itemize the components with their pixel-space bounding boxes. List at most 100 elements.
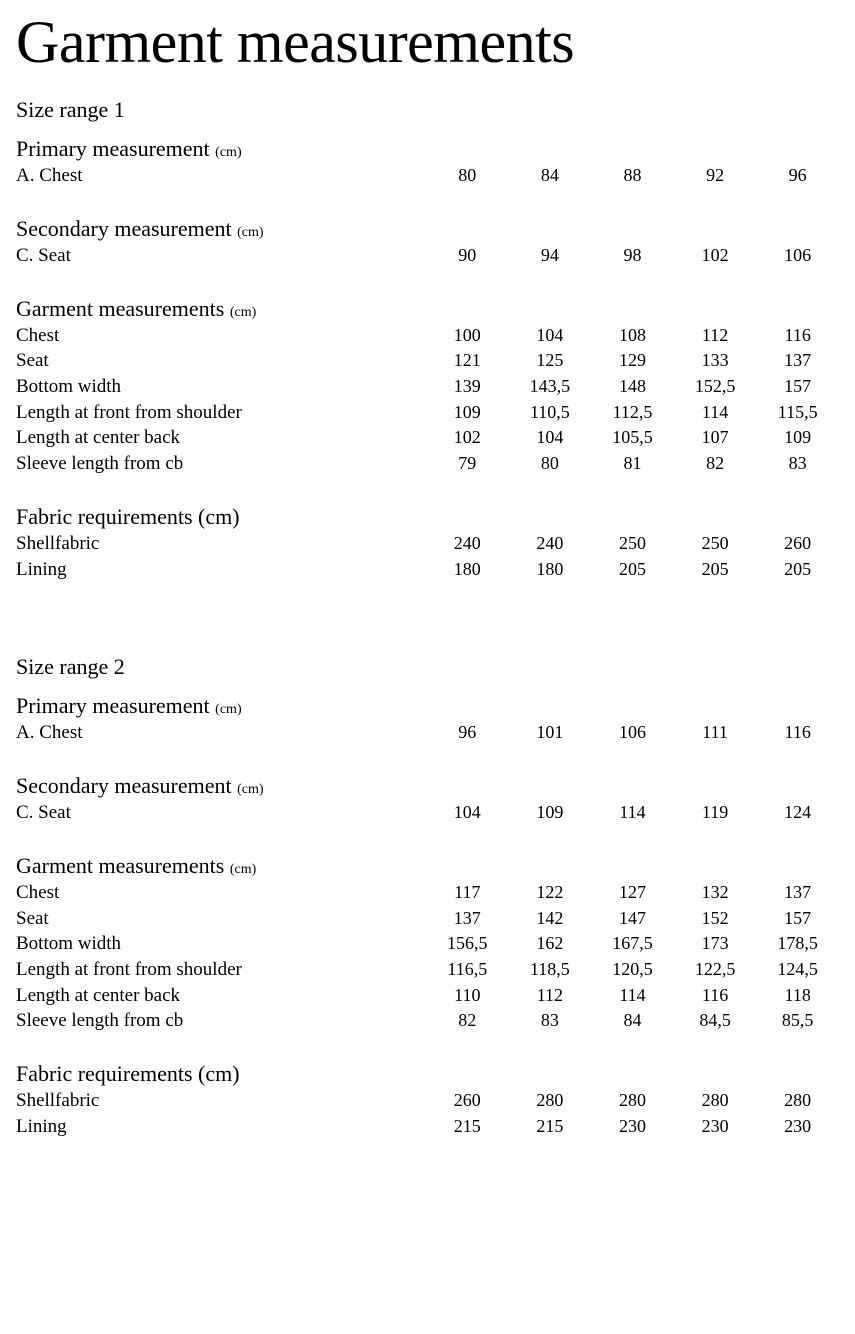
unit-label: (cm) xyxy=(230,862,256,877)
value-cell: 110 xyxy=(426,983,509,1007)
value-cell: 84,5 xyxy=(674,1008,757,1032)
section-title-text: Secondary measurement xyxy=(16,216,232,241)
value-cell: 230 xyxy=(591,1114,674,1138)
size-range-title: Size range 1 xyxy=(16,97,839,123)
row-label: Lining xyxy=(16,557,426,583)
measurement-row: Length at front from shoulder116,5118,51… xyxy=(16,957,839,983)
value-cell: 102 xyxy=(674,243,757,267)
measurement-row: Seat121125129133137 xyxy=(16,348,839,374)
value-cell: 107 xyxy=(674,425,757,449)
row-label: Chest xyxy=(16,880,426,906)
value-cell: 109 xyxy=(756,425,839,449)
value-cell: 109 xyxy=(426,400,509,424)
value-cell: 143,5 xyxy=(509,374,592,398)
measurement-row: Sleeve length from cb82838484,585,5 xyxy=(16,1008,839,1034)
value-cell: 112 xyxy=(509,983,592,1007)
section-title: Secondary measurement (cm) xyxy=(16,217,839,241)
value-cell: 133 xyxy=(674,348,757,372)
row-label: A. Chest xyxy=(16,720,426,746)
value-cell: 118 xyxy=(756,983,839,1007)
value-cell: 173 xyxy=(674,931,757,955)
row-label: Length at center back xyxy=(16,983,426,1009)
value-cell: 205 xyxy=(756,557,839,581)
row-values: 121125129133137 xyxy=(426,348,839,372)
value-cell: 122,5 xyxy=(674,957,757,981)
row-label: Length at center back xyxy=(16,425,426,451)
value-cell: 127 xyxy=(591,880,674,904)
row-values: 215215230230230 xyxy=(426,1114,839,1138)
section-title-text: Garment measurements xyxy=(16,853,224,878)
measurement-row: Shellfabric260280280280280 xyxy=(16,1088,839,1114)
value-cell: 260 xyxy=(426,1088,509,1112)
value-cell: 230 xyxy=(756,1114,839,1138)
measurement-row: Length at center back102104105,5107109 xyxy=(16,425,839,451)
value-cell: 110,5 xyxy=(509,400,592,424)
value-cell: 120,5 xyxy=(591,957,674,981)
value-cell: 92 xyxy=(674,163,757,187)
row-label: Shellfabric xyxy=(16,531,426,557)
row-values: 117122127132137 xyxy=(426,880,839,904)
value-cell: 129 xyxy=(591,348,674,372)
section-title-text: Primary measurement xyxy=(16,693,210,718)
section-title: Garment measurements (cm) xyxy=(16,297,839,321)
value-cell: 104 xyxy=(509,323,592,347)
section-title: Fabric requirements (cm) xyxy=(16,505,839,529)
value-cell: 137 xyxy=(426,906,509,930)
value-cell: 83 xyxy=(756,451,839,475)
measurement-row: Length at center back110112114116118 xyxy=(16,983,839,1009)
measurement-row: Length at front from shoulder109110,5112… xyxy=(16,400,839,426)
value-cell: 106 xyxy=(756,243,839,267)
value-cell: 147 xyxy=(591,906,674,930)
value-cell: 280 xyxy=(756,1088,839,1112)
value-cell: 167,5 xyxy=(591,931,674,955)
section-title-text: Secondary measurement xyxy=(16,773,232,798)
value-cell: 85,5 xyxy=(756,1008,839,1032)
value-cell: 102 xyxy=(426,425,509,449)
value-cell: 108 xyxy=(591,323,674,347)
section-title-text: Garment measurements xyxy=(16,296,224,321)
row-values: 116,5118,5120,5122,5124,5 xyxy=(426,957,839,981)
value-cell: 260 xyxy=(756,531,839,555)
size-range-title: Size range 2 xyxy=(16,654,839,680)
value-cell: 115,5 xyxy=(756,400,839,424)
value-cell: 121 xyxy=(426,348,509,372)
measurement-row: Lining180180205205205 xyxy=(16,557,839,583)
measurement-row: C. Seat909498102106 xyxy=(16,243,839,269)
value-cell: 81 xyxy=(591,451,674,475)
measurements-content: Size range 1Primary measurement (cm)A. C… xyxy=(16,97,839,1153)
unit-label: (cm) xyxy=(215,145,241,160)
value-cell: 96 xyxy=(756,163,839,187)
value-cell: 116 xyxy=(674,983,757,1007)
measurement-row: A. Chest8084889296 xyxy=(16,163,839,189)
value-cell: 240 xyxy=(509,531,592,555)
value-cell: 80 xyxy=(509,451,592,475)
row-values: 104109114119124 xyxy=(426,800,839,824)
value-cell: 82 xyxy=(426,1008,509,1032)
value-cell: 82 xyxy=(674,451,757,475)
value-cell: 250 xyxy=(674,531,757,555)
value-cell: 157 xyxy=(756,374,839,398)
value-cell: 124,5 xyxy=(756,957,839,981)
row-values: 180180205205205 xyxy=(426,557,839,581)
value-cell: 79 xyxy=(426,451,509,475)
value-cell: 152,5 xyxy=(674,374,757,398)
row-label: Seat xyxy=(16,906,426,932)
value-cell: 152 xyxy=(674,906,757,930)
row-label: Seat xyxy=(16,348,426,374)
unit-label: (cm) xyxy=(230,305,256,320)
row-values: 109110,5112,5114115,5 xyxy=(426,400,839,424)
row-label: Sleeve length from cb xyxy=(16,1008,426,1034)
value-cell: 137 xyxy=(756,348,839,372)
measurement-row: Sleeve length from cb7980818283 xyxy=(16,451,839,477)
value-cell: 162 xyxy=(509,931,592,955)
value-cell: 105,5 xyxy=(591,425,674,449)
value-cell: 137 xyxy=(756,880,839,904)
value-cell: 83 xyxy=(509,1008,592,1032)
value-cell: 180 xyxy=(426,557,509,581)
row-label: Length at front from shoulder xyxy=(16,957,426,983)
value-cell: 114 xyxy=(674,400,757,424)
section-title: Primary measurement (cm) xyxy=(16,694,839,718)
row-label: C. Seat xyxy=(16,243,426,269)
value-cell: 156,5 xyxy=(426,931,509,955)
value-cell: 118,5 xyxy=(509,957,592,981)
